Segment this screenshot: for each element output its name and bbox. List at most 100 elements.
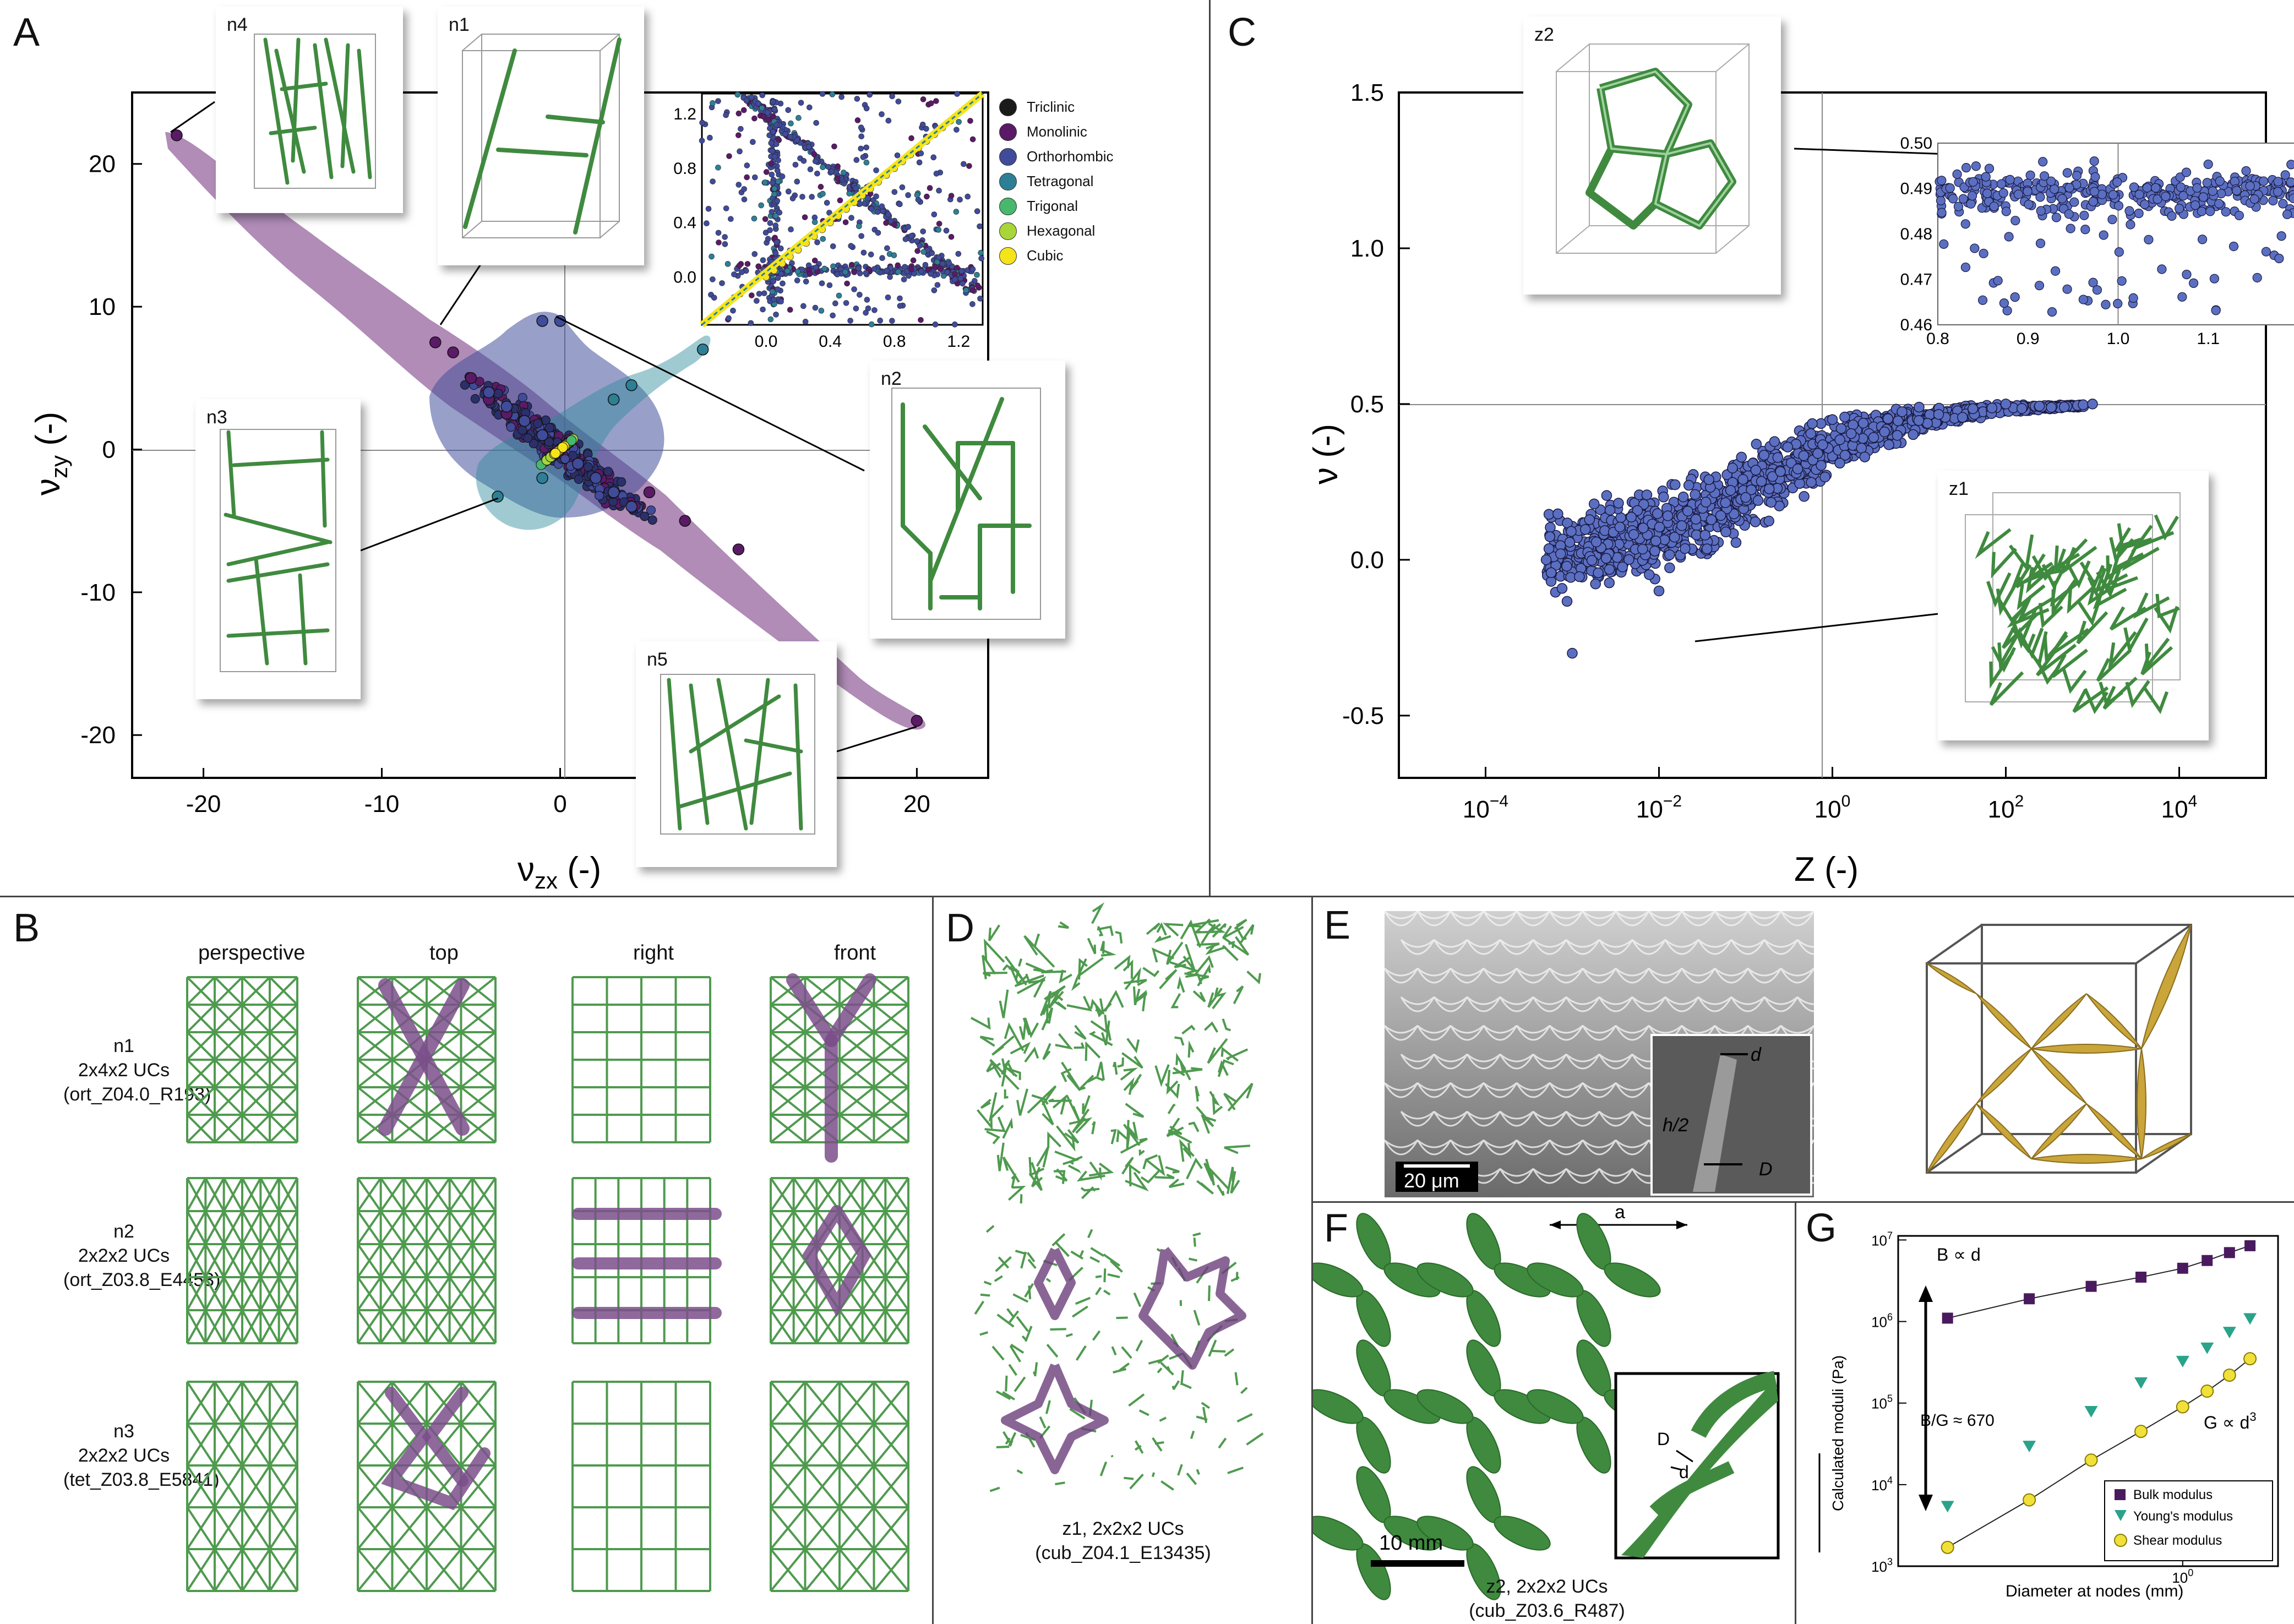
orthorhombic-cloud (429, 312, 664, 518)
a-inset-point (812, 304, 819, 311)
legend-label: Orthorhombic (1027, 148, 1114, 165)
a-scatter-point (603, 467, 613, 477)
a-inset-point (741, 186, 747, 192)
divider-vertical-bd (932, 896, 934, 1624)
c-inset-point (1952, 169, 1962, 179)
a-inset-point (737, 148, 743, 155)
a-inset-point (773, 312, 779, 318)
panel-f-lattice: a D d 10 mm (1313, 1203, 1780, 1600)
a-inset-point (844, 280, 850, 287)
c-scatter-point (1750, 516, 1761, 527)
c-scatter-point (1604, 504, 1616, 516)
c-inset-point (1993, 276, 2003, 286)
panel-c-ticks: 10−4 10−2 100 102 104 -0.5 0.0 0.5 1.0 1.5 (1342, 79, 2197, 823)
c-series-point (1914, 401, 1925, 413)
c-inset-point (2286, 177, 2294, 187)
c-inset-point (2202, 178, 2212, 188)
a-inset-point (969, 266, 976, 273)
c-inset-point (2178, 191, 2188, 201)
panel-a-ylabel: νzy (-) (29, 412, 72, 495)
c-scatter-point (1933, 409, 1944, 420)
a-ytick-label: -20 (80, 722, 116, 749)
a-series-point (572, 457, 584, 470)
a-inset-point (811, 258, 818, 264)
c-inset-point (2214, 199, 2224, 209)
a-inset-point (897, 303, 903, 309)
a-inset-point (788, 120, 794, 127)
c-scatter-point (1703, 474, 1714, 486)
c-inset-point (2192, 183, 2202, 193)
a-scatter-point (646, 505, 656, 515)
a-inset-point (773, 239, 780, 246)
svg-text:a: a (1615, 1203, 1625, 1223)
a-inset-point (946, 260, 952, 266)
a-inset-point (704, 220, 710, 226)
a-inset-point (887, 274, 893, 280)
c-scatter-point (1763, 483, 1775, 494)
c-inset-point (2126, 220, 2135, 230)
c-inset-point (2221, 207, 2231, 217)
a-scatter-point (640, 511, 650, 521)
c-inset-point (2072, 171, 2082, 181)
a-inset-point (954, 91, 960, 97)
c-scatter-point (1617, 562, 1628, 573)
inset-z2: z2 (1523, 17, 1781, 295)
a-inset-point (770, 113, 776, 119)
c-inset-point (2190, 200, 2200, 210)
a-inset-point (809, 194, 815, 200)
a-inset-xtick-label: 1.2 (947, 333, 970, 351)
a-inset-point (931, 287, 938, 293)
a-scatter-point (568, 451, 578, 461)
panel-a-inset-chart: 0.0 0.4 0.8 1.2 0.0 0.4 0.8 1.2 (673, 91, 985, 351)
g-young-point (2200, 1342, 2214, 1354)
a-inset-point (873, 193, 879, 200)
a-inset-xtick-label: 0.8 (883, 333, 906, 351)
a-inset-point (837, 197, 843, 204)
c-scatter-point (1670, 479, 1681, 491)
c-inset-point (2066, 224, 2075, 233)
a-inset-point (831, 143, 837, 150)
a-inset-point (705, 206, 712, 212)
c-inset-point (2046, 176, 2056, 186)
a-inset-point (723, 112, 729, 118)
a-inset-point (778, 298, 784, 305)
c-scatter-point (1662, 510, 1674, 521)
svg-text:G ∝ d3: G ∝ d3 (2204, 1410, 2257, 1432)
a-inset-ytick-label: 1.2 (673, 105, 696, 123)
c-inset-point (2112, 177, 2122, 187)
a-inset-point (794, 268, 801, 275)
a-inset-point (857, 270, 863, 276)
c-scatter-point (1908, 429, 1919, 440)
c-scatter-point (1626, 511, 1637, 523)
a-series-point (536, 315, 548, 327)
a-inset-point (935, 254, 942, 260)
c-inset-point (2004, 232, 2014, 242)
a-inset-point (773, 141, 780, 148)
c-scatter-point (1638, 522, 1649, 533)
g-shear-point (2222, 1368, 2236, 1382)
a-series-point (911, 715, 923, 727)
c-scatter-point (1897, 406, 1908, 417)
g-bulk-point (2244, 1240, 2256, 1251)
c-inset-point (1953, 201, 1964, 211)
legend-label: Cubic (1027, 247, 1064, 264)
a-inset-point (820, 236, 826, 242)
a-inset-point (767, 316, 774, 323)
a-inset-point (977, 296, 983, 302)
panel-c-scatter-points (1540, 399, 2098, 659)
g-shear-point (2243, 1352, 2257, 1366)
a-inset-point (936, 221, 942, 227)
c-inset-point (2175, 172, 2185, 182)
c-inset-point (2181, 167, 2192, 177)
c-scatter-point (1680, 543, 1691, 554)
c-scatter-point (1701, 543, 1713, 554)
a-inset-point (811, 151, 818, 157)
c-inset-point (1982, 188, 1992, 198)
a-inset-point (917, 243, 923, 249)
a-inset-point (707, 134, 713, 141)
a-inset-point (748, 320, 754, 326)
c-scatter-point (1637, 543, 1648, 555)
a-inset-point (879, 111, 885, 117)
c-scatter-point (1628, 529, 1639, 540)
c-scatter-point (1730, 537, 1742, 548)
